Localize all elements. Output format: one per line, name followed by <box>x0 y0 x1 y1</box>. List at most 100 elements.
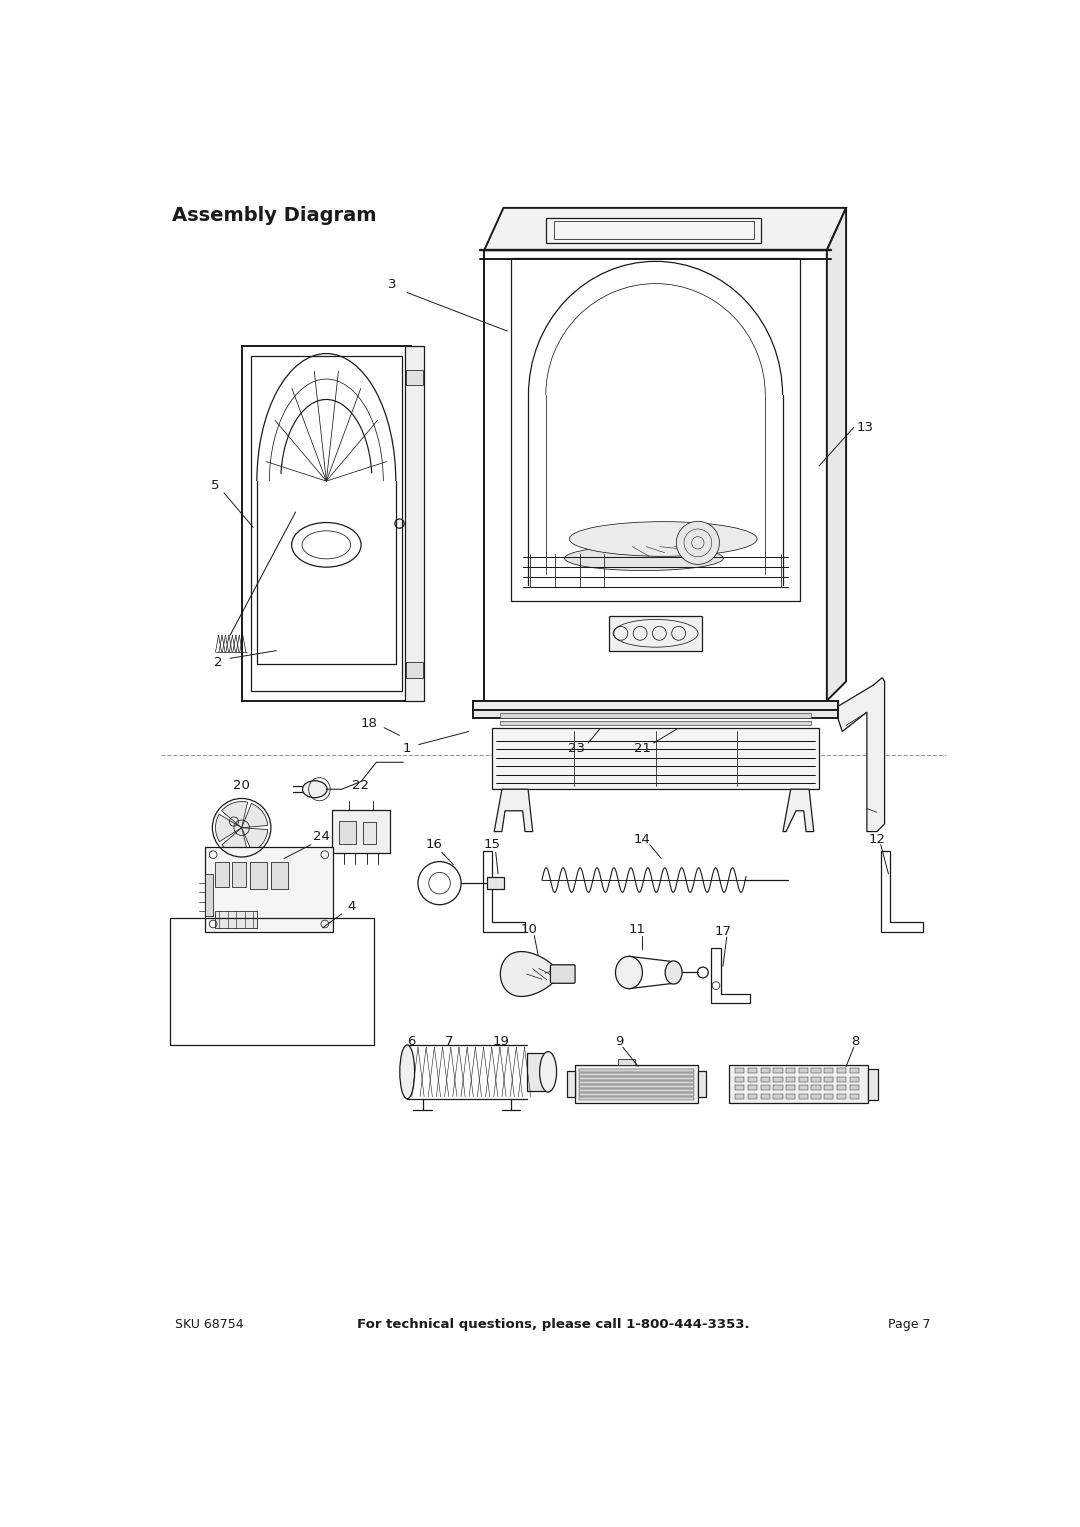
Wedge shape <box>242 828 268 852</box>
Bar <box>406 370 422 385</box>
Bar <box>837 1086 846 1090</box>
Bar <box>773 1077 783 1081</box>
Bar <box>811 1086 821 1090</box>
FancyBboxPatch shape <box>551 965 575 983</box>
Text: For technical questions, please call 1-800-444-3353.: For technical questions, please call 1-8… <box>357 1318 750 1332</box>
Bar <box>773 1093 783 1099</box>
Bar <box>251 863 267 889</box>
Bar <box>824 1093 834 1099</box>
Bar <box>500 751 811 756</box>
Bar <box>579 1093 694 1095</box>
Text: Page 7: Page 7 <box>889 1318 931 1332</box>
Bar <box>786 1093 795 1099</box>
Polygon shape <box>827 208 846 701</box>
Text: 4: 4 <box>348 899 356 913</box>
Bar <box>579 1098 694 1099</box>
Text: 23: 23 <box>568 742 585 754</box>
Bar <box>500 744 811 748</box>
Text: 3: 3 <box>388 278 396 292</box>
Bar <box>554 221 754 240</box>
Text: 19: 19 <box>492 1035 510 1049</box>
Text: 1: 1 <box>403 742 411 754</box>
Bar <box>473 701 838 710</box>
Text: 8: 8 <box>851 1035 860 1049</box>
Bar <box>242 347 411 701</box>
Bar <box>811 1077 821 1081</box>
Polygon shape <box>500 951 557 997</box>
Bar <box>837 1077 846 1081</box>
Bar <box>748 1093 757 1099</box>
Text: 21: 21 <box>634 742 650 754</box>
Bar <box>850 1086 859 1090</box>
Text: 5: 5 <box>211 478 219 492</box>
Bar <box>205 873 213 916</box>
Bar <box>500 721 811 725</box>
Bar <box>850 1093 859 1099</box>
Bar <box>545 218 761 243</box>
Wedge shape <box>216 814 242 841</box>
Bar <box>748 1086 757 1090</box>
Bar <box>786 1086 795 1090</box>
Polygon shape <box>484 208 846 250</box>
Bar <box>824 1077 834 1081</box>
Bar <box>215 912 257 928</box>
Bar <box>760 1067 770 1073</box>
Polygon shape <box>783 789 813 832</box>
Text: Assembly Diagram: Assembly Diagram <box>173 206 377 224</box>
Bar <box>579 1077 694 1080</box>
Bar <box>405 347 424 701</box>
Bar <box>760 1093 770 1099</box>
Bar <box>799 1077 808 1081</box>
Bar <box>760 1077 770 1081</box>
Text: 20: 20 <box>233 779 251 793</box>
Text: 24: 24 <box>312 831 329 843</box>
Bar <box>799 1067 808 1073</box>
Text: 12: 12 <box>868 832 886 846</box>
Ellipse shape <box>569 522 757 556</box>
Text: 14: 14 <box>634 832 650 846</box>
Bar <box>618 1058 635 1064</box>
Bar <box>251 356 402 692</box>
Bar <box>579 1086 694 1087</box>
Text: 10: 10 <box>521 922 537 936</box>
Bar <box>491 728 819 789</box>
Bar <box>487 876 504 889</box>
Bar <box>484 250 827 701</box>
Bar <box>511 258 800 600</box>
Polygon shape <box>835 678 885 832</box>
Bar <box>500 759 811 764</box>
Text: 11: 11 <box>629 922 645 936</box>
Bar <box>824 1067 834 1073</box>
Bar <box>579 1081 694 1084</box>
Bar <box>850 1077 859 1081</box>
Text: 16: 16 <box>426 838 443 851</box>
Polygon shape <box>495 789 532 832</box>
Bar <box>339 822 356 844</box>
Bar <box>735 1093 744 1099</box>
Bar <box>786 1077 795 1081</box>
Bar <box>363 823 377 844</box>
Bar <box>205 847 333 931</box>
Bar <box>735 1086 744 1090</box>
Bar <box>609 615 702 651</box>
Bar <box>748 1067 757 1073</box>
Text: 2: 2 <box>214 655 222 669</box>
Bar <box>799 1093 808 1099</box>
Bar <box>837 1093 846 1099</box>
Text: 22: 22 <box>352 779 369 793</box>
Bar <box>215 863 229 887</box>
Text: 13: 13 <box>856 421 874 434</box>
Bar <box>500 728 811 733</box>
Wedge shape <box>221 802 247 828</box>
Bar <box>567 1070 575 1098</box>
Bar <box>473 710 838 718</box>
Ellipse shape <box>234 852 249 863</box>
Bar <box>748 1077 757 1081</box>
Bar <box>773 1086 783 1090</box>
Text: 7: 7 <box>445 1035 454 1049</box>
Bar <box>811 1093 821 1099</box>
Bar <box>699 1070 706 1098</box>
Bar <box>407 411 417 423</box>
Bar <box>527 1054 549 1090</box>
Ellipse shape <box>616 956 643 988</box>
